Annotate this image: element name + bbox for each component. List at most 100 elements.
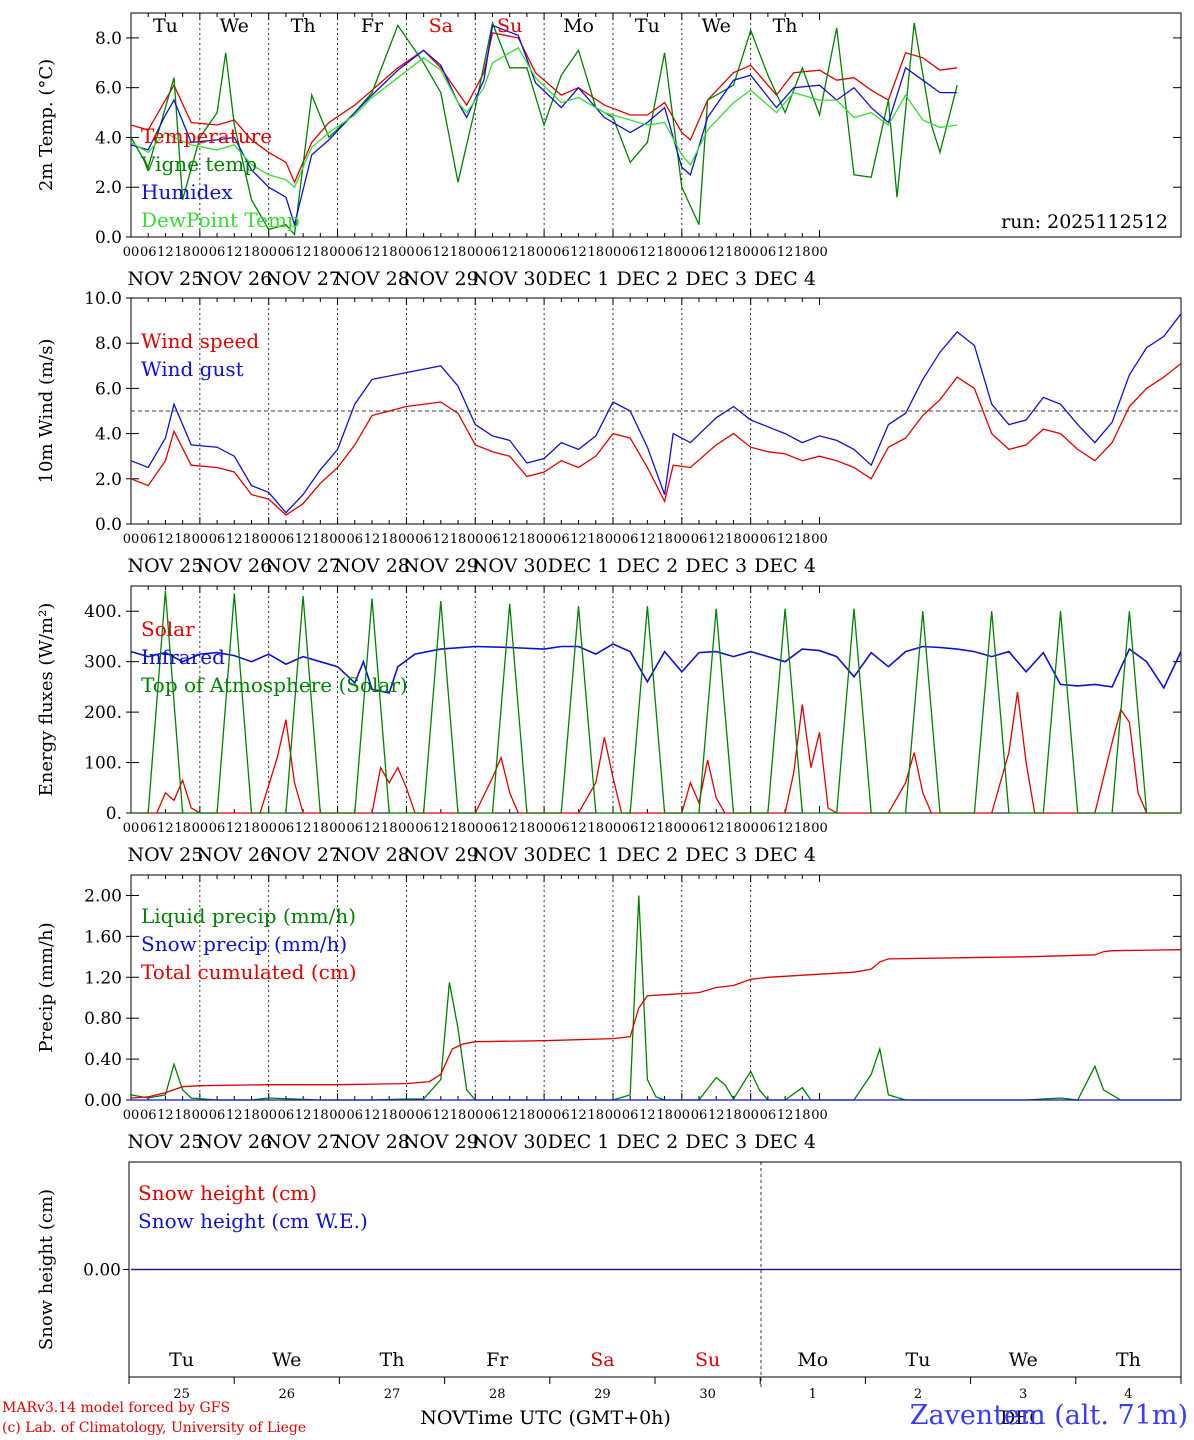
hour-tick-label: 00 [536, 245, 553, 260]
hour-tick-label: 18 [243, 245, 260, 260]
snow-weekday-label: Th [380, 1349, 405, 1371]
y-tick-label: 0.0 [95, 228, 122, 248]
hour-tick-label: 00 [467, 532, 484, 547]
hour-tick-label: 06 [622, 532, 639, 547]
legend-entry: Solar [141, 617, 195, 641]
date-label: DEC 1 [548, 555, 610, 577]
hour-tick-label: 18 [312, 821, 329, 836]
legend-entry: Wind gust [141, 357, 244, 381]
y-tick-label: 4.0 [95, 425, 122, 445]
day-number-label: 27 [384, 1387, 401, 1402]
date-label: NOV 25 [128, 1131, 204, 1153]
hour-tick-label: 12 [570, 532, 587, 547]
hour-tick-label: 06 [553, 245, 570, 260]
date-label: DEC 2 [617, 268, 679, 290]
hour-tick-label: 00 [605, 1108, 622, 1123]
hour-tick-label: 00 [398, 532, 415, 547]
hour-tick-label: 06 [553, 821, 570, 836]
hour-tick-label: 18 [519, 532, 536, 547]
hour-tick-label: 18 [725, 1108, 742, 1123]
hour-tick-label: 18 [174, 821, 191, 836]
hour-tick-label: 00 [467, 245, 484, 260]
hour-tick-label: 12 [639, 245, 656, 260]
hour-tick-label: 18 [794, 1108, 811, 1123]
date-label: DEC 3 [685, 1131, 747, 1153]
panel-2: 0.0 2.0 4.0 6.0 8.0 10.0 10m Wind (m/s) Wind sp… [36, 289, 1182, 577]
hour-tick-label: 06 [209, 245, 226, 260]
hour-tick-label: 18 [519, 1108, 536, 1123]
day-number-label: 3 [1019, 1387, 1027, 1402]
hour-tick-label: 12 [226, 821, 243, 836]
day-number-label: 26 [279, 1387, 296, 1402]
hour-tick-label: 06 [691, 821, 708, 836]
hour-tick-label: 06 [622, 821, 639, 836]
legend-entry: Snow height (cm W.E.) [138, 1209, 368, 1233]
y-tick-label: 0.00 [83, 1261, 121, 1281]
date-label: NOV 28 [334, 844, 410, 866]
hour-tick-label: 06 [278, 1108, 295, 1123]
date-label: DEC 3 [685, 555, 747, 577]
hour-tick-label: 18 [243, 821, 260, 836]
hour-tick-label: 12 [295, 245, 312, 260]
hour-tick-label: 00 [329, 821, 346, 836]
date-label: NOV 25 [128, 844, 204, 866]
hour-tick-label: 00 [192, 821, 209, 836]
snow-weekday-label: Tu [906, 1349, 931, 1371]
hour-tick-label: 18 [656, 532, 673, 547]
hour-tick-label: 06 [760, 532, 777, 547]
hour-tick-label: 06 [278, 532, 295, 547]
hour-tick-label: 06 [484, 532, 501, 547]
legend-entry: Vigne temp [140, 152, 257, 176]
hour-tick-label: 00 [467, 821, 484, 836]
month-label-right: DEC [1000, 1407, 1044, 1429]
hour-tick-label: 00 [536, 532, 553, 547]
x-axis-label: Time UTC (GMT+0h) [465, 1407, 671, 1429]
date-label: DEC 4 [754, 268, 816, 290]
footer-lab-credit: (c) Lab. of Climatology, University of L… [2, 1420, 307, 1436]
hour-tick-label: 06 [346, 532, 363, 547]
y-tick-label: 8.0 [95, 334, 122, 354]
hour-tick-label: 06 [346, 821, 363, 836]
hour-tick-label: 00 [811, 532, 828, 547]
hour-tick-label: 18 [450, 532, 467, 547]
hour-tick-label: 12 [226, 532, 243, 547]
hour-tick-label: 18 [450, 821, 467, 836]
hour-tick-label: 18 [794, 245, 811, 260]
hour-tick-label: 06 [140, 821, 157, 836]
weekday-label: Th [773, 15, 798, 37]
hour-tick-label: 18 [450, 245, 467, 260]
date-label: NOV 27 [265, 555, 341, 577]
hour-tick-label: 12 [708, 245, 725, 260]
hour-tick-label: 12 [501, 821, 518, 836]
weekday-label: Mo [563, 15, 594, 37]
hour-tick-label: 12 [639, 532, 656, 547]
hour-tick-label: 12 [501, 1108, 518, 1123]
date-label: DEC 1 [548, 844, 610, 866]
day-number-label: 2 [914, 1387, 922, 1402]
hour-tick-label: 12 [364, 532, 381, 547]
date-label: NOV 27 [265, 268, 341, 290]
date-label: NOV 28 [334, 268, 410, 290]
hour-tick-label: 12 [157, 532, 174, 547]
hour-tick-label: 12 [777, 532, 794, 547]
date-label: NOV 27 [265, 844, 341, 866]
y-tick-label: 8.0 [95, 29, 122, 49]
hour-tick-label: 12 [777, 245, 794, 260]
hour-tick-label: 00 [260, 245, 277, 260]
hour-tick-label: 00 [742, 821, 759, 836]
hour-tick-label: 06 [553, 1108, 570, 1123]
hour-tick-label: 12 [157, 821, 174, 836]
hour-tick-label: 18 [174, 532, 191, 547]
hour-tick-label: 00 [192, 1108, 209, 1123]
hour-tick-label: 18 [587, 245, 604, 260]
snow-weekday-label: Sa [590, 1349, 614, 1371]
hour-tick-label: 06 [691, 532, 708, 547]
hour-tick-label: 06 [140, 245, 157, 260]
hour-tick-label: 00 [467, 1108, 484, 1123]
snow-weekday-label: Tu [169, 1349, 194, 1371]
hour-tick-label: 00 [123, 245, 140, 260]
panel-4: 0.00 0.40 0.80 1.20 1.60 2.00 Precip (mm/h) Liq… [36, 874, 1182, 1153]
hour-tick-label: 12 [157, 1108, 174, 1123]
y-tick-label: 10.0 [84, 289, 122, 309]
hour-tick-label: 06 [415, 245, 432, 260]
